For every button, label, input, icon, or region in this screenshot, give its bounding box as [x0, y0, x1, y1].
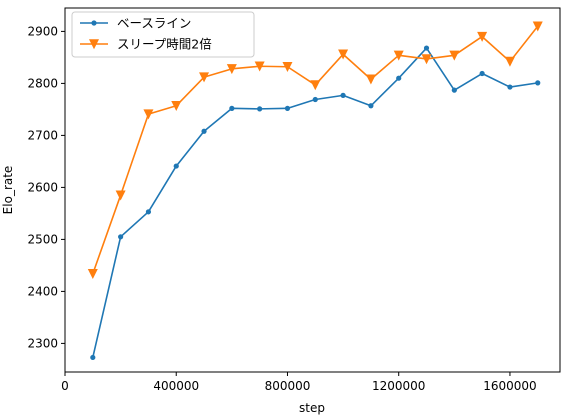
data-point — [310, 80, 321, 91]
x-tick-label: 0 — [61, 379, 69, 393]
data-point — [449, 50, 460, 61]
data-point — [312, 96, 318, 103]
y-tick-label: 2400 — [27, 284, 58, 298]
data-point — [423, 45, 430, 51]
data-point — [90, 354, 96, 361]
x-tick-label: 1200000 — [372, 379, 425, 393]
data-point — [201, 128, 207, 134]
legend-entry: スリープ時間2倍 — [80, 37, 212, 52]
legend-label: スリープ時間2倍 — [117, 37, 212, 52]
legend-marker — [89, 39, 99, 50]
data-point — [340, 92, 346, 98]
data-point — [171, 101, 182, 112]
y-axis-ticks: 2300 2400 2500 2600 2700 2800 2900 — [27, 24, 65, 350]
x-tick-label: 1600000 — [483, 379, 536, 393]
data-point — [282, 62, 293, 73]
data-point — [479, 70, 485, 77]
data-point — [451, 87, 457, 93]
x-tick-label: 800000 — [265, 379, 311, 393]
data-point — [477, 31, 488, 42]
y-tick-label: 2600 — [27, 180, 58, 194]
data-point — [535, 80, 541, 86]
data-point — [257, 106, 263, 112]
y-axis-label: Elo_rate — [1, 166, 15, 215]
series-layer — [87, 21, 543, 361]
data-point — [173, 163, 179, 169]
y-tick-label: 2300 — [27, 336, 58, 350]
series-1 — [90, 45, 541, 361]
data-point — [396, 75, 402, 81]
data-point — [87, 268, 98, 279]
legend-marker — [91, 20, 97, 26]
data-point — [284, 105, 291, 111]
data-point — [226, 64, 237, 75]
data-point — [365, 74, 376, 85]
data-point — [368, 103, 374, 109]
data-point — [532, 21, 543, 32]
y-tick-label: 2700 — [27, 128, 58, 142]
legend-entry: ベースライン — [80, 16, 191, 31]
data-point — [229, 105, 235, 111]
legend-box — [71, 11, 255, 58]
y-tick-label: 2500 — [27, 232, 58, 246]
data-point — [118, 234, 124, 240]
x-tick-label: 400000 — [153, 379, 199, 393]
data-point — [507, 84, 513, 90]
x-axis-ticks: 0 400000 800000 1200000 1600000 — [61, 372, 537, 393]
data-point — [504, 56, 515, 67]
x-axis-label: step — [299, 401, 325, 415]
y-tick-label: 2800 — [27, 76, 58, 90]
data-point — [338, 49, 349, 60]
data-point — [145, 209, 152, 215]
plot-frame — [64, 7, 561, 373]
data-point — [254, 61, 265, 72]
series-2 — [87, 21, 543, 279]
data-point — [199, 72, 210, 83]
data-point — [421, 54, 432, 65]
data-point — [143, 109, 154, 120]
legend-label: ベースライン — [117, 16, 191, 31]
y-tick-label: 2900 — [27, 24, 58, 38]
data-point — [115, 190, 126, 201]
data-point — [393, 50, 404, 61]
